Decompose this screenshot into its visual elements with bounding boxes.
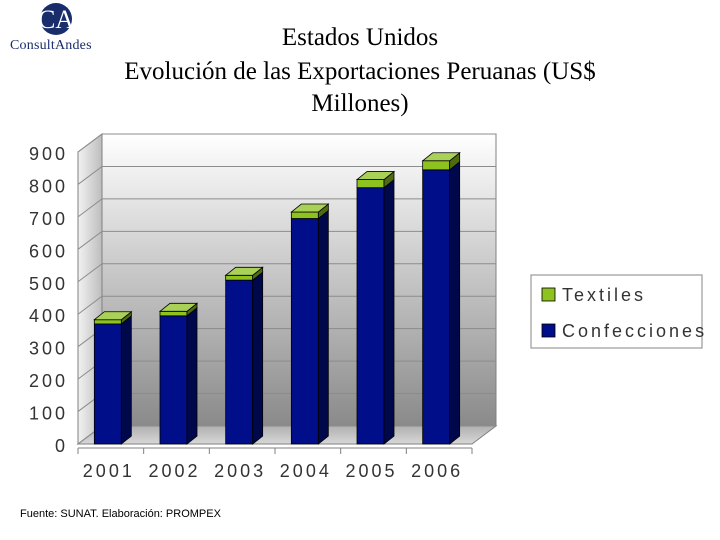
consultandes-logo: CA (8, 2, 108, 56)
bar-top-2005 (355, 171, 396, 180)
chart-legend: Textiles Confecciones (530, 274, 707, 349)
bar-confecciones-2005 (356, 187, 385, 445)
y-tick-label: 200 (29, 371, 68, 391)
y-tick-label: 600 (29, 241, 68, 261)
x-tick-label: 2002 (148, 461, 200, 481)
x-tick-label: 2004 (280, 461, 332, 481)
bar-textiles-2002 (159, 310, 188, 317)
logo-name: ConsultAndes (10, 38, 92, 53)
bar-confecciones-2004 (290, 218, 319, 445)
source-note: Fuente: SUNAT. Elaboración: PROMPEX (20, 508, 221, 520)
legend-swatch-textiles (541, 287, 556, 302)
logo-initials: CA (38, 5, 74, 34)
bar-confecciones-2003 (225, 279, 254, 445)
x-tick-label: 2006 (411, 461, 463, 481)
y-tick-label: 400 (29, 306, 68, 326)
y-tick-label: 300 (29, 339, 68, 359)
title-line-3: Millones) (311, 90, 409, 117)
y-tick-label: 800 (29, 176, 68, 196)
bar-textiles-2004 (290, 211, 319, 219)
bar-confecciones-2002 (159, 315, 188, 445)
bar-side-confecciones-2001 (120, 315, 132, 445)
bar-top-2004 (290, 203, 330, 213)
bar-side-confecciones-2003 (252, 271, 264, 445)
bar-top-2002 (158, 302, 199, 312)
bar-side-confecciones-2004 (317, 209, 329, 445)
bar-textiles-2001 (93, 319, 122, 325)
x-tick-label: 2003 (214, 461, 266, 481)
title-line-1: Estados Unidos (281, 24, 439, 51)
x-tick-label: 2001 (83, 461, 135, 481)
y-tick-label: 900 (29, 144, 68, 164)
bar-side-confecciones-2002 (186, 307, 198, 445)
y-tick-label: 100 (29, 404, 68, 424)
bar-confecciones-2006 (422, 169, 451, 445)
x-tick-label: 2005 (345, 461, 397, 481)
bar-top-2006 (421, 152, 461, 162)
logo-circle (40, 3, 72, 35)
y-tick-label: 0 (55, 436, 68, 456)
bar-confecciones-2001 (93, 323, 122, 445)
gridline (77, 165, 496, 185)
bar-textiles-2006 (422, 160, 451, 171)
bar-side-confecciones-2006 (449, 161, 461, 445)
bar-top-2003 (224, 266, 264, 276)
y-tick-label: 500 (29, 274, 68, 294)
bar-textiles-2003 (225, 274, 254, 281)
gridline (77, 133, 496, 153)
bar-top-2001 (93, 311, 133, 321)
title-line-2: Evolución de las Exportaciones Peruanas … (124, 58, 596, 85)
legend-box (530, 274, 703, 349)
bar-side-confecciones-2005 (383, 178, 395, 445)
y-tick-label: 700 (29, 209, 68, 229)
legend-label-textiles: Textiles (562, 285, 646, 305)
legend-label-confecciones: Confecciones (562, 321, 707, 341)
bar-textiles-2005 (356, 179, 385, 189)
legend-swatch-confecciones (541, 323, 556, 338)
